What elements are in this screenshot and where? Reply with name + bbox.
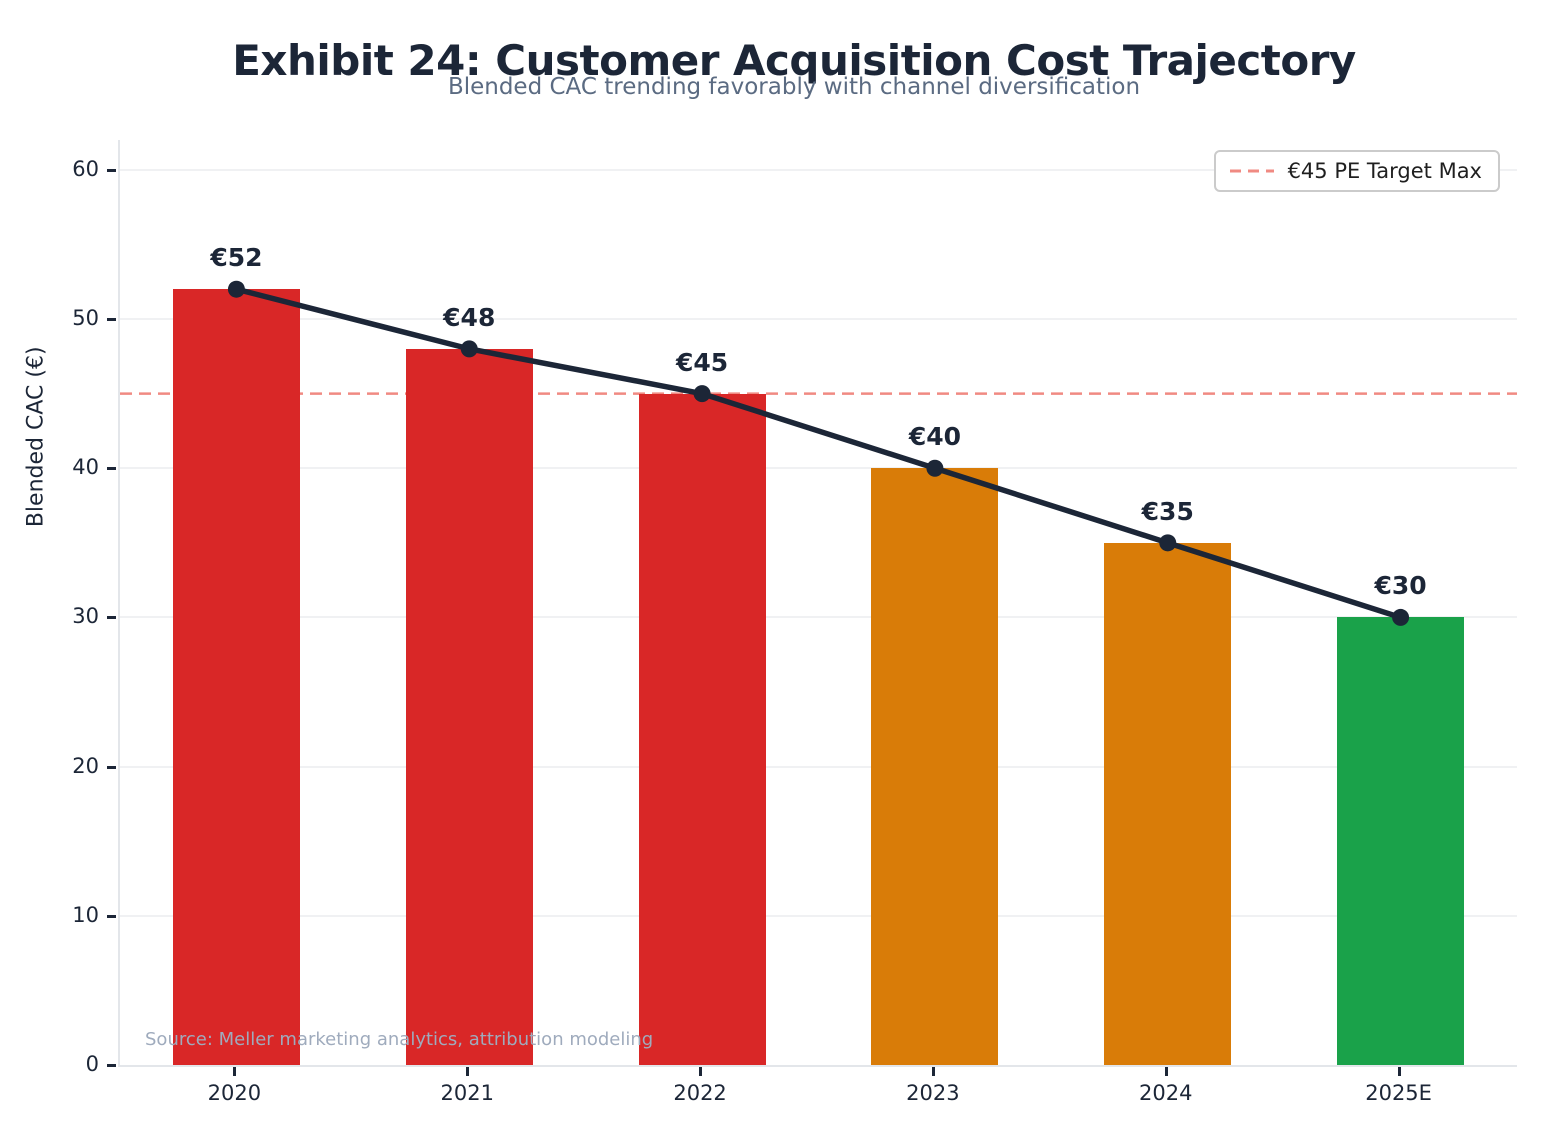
bar-2023 — [871, 468, 999, 1065]
x-tick-mark-2020 — [233, 1067, 237, 1076]
y-tick-label-10: 10 — [72, 902, 99, 927]
value-label-2023: €40 — [908, 422, 961, 452]
data-point-marker-2020 — [227, 280, 245, 298]
legend: €45 PE Target Max — [1213, 150, 1500, 192]
chart-subtitle: Blended CAC trending favorably with chan… — [447, 74, 1141, 100]
y-tick-label-30: 30 — [72, 604, 99, 629]
data-point-marker-2025E — [1392, 608, 1410, 626]
bar-2020 — [172, 289, 300, 1065]
value-label-2020: €52 — [210, 243, 263, 273]
data-point-marker-2023 — [926, 459, 944, 477]
x-tick-mark-2025E — [1397, 1067, 1401, 1076]
y-axis-label: Blended CAC (€) — [23, 346, 49, 528]
x-tick-label-2022: 2022 — [673, 1081, 727, 1105]
y-tick-mark-0 — [107, 1064, 116, 1067]
gridline-50 — [120, 318, 1517, 321]
x-tick-label-2024: 2024 — [1139, 1081, 1193, 1105]
gridline-20 — [120, 765, 1517, 768]
y-tick-mark-50 — [107, 318, 116, 322]
y-tick-mark-20 — [107, 765, 116, 769]
source-note: Source: Meller marketing analytics, attr… — [145, 1029, 654, 1050]
y-tick-label-0: 0 — [85, 1052, 99, 1076]
gridline-60 — [120, 168, 1517, 171]
x-tick-label-2023: 2023 — [906, 1081, 960, 1105]
value-label-2024: €35 — [1141, 496, 1194, 526]
x-tick-mark-2023 — [931, 1067, 935, 1076]
bar-2022 — [638, 393, 766, 1065]
plot-area: €52 €48 €45 €40 €35 €30 — [118, 140, 1517, 1067]
data-point-marker-2022 — [693, 385, 711, 403]
chart-title: Exhibit 24: Customer Acquisition Cost Tr… — [232, 36, 1356, 85]
x-tick-label-2020: 2020 — [207, 1081, 262, 1105]
data-point-marker-2021 — [460, 340, 478, 358]
value-label-2025E: €30 — [1374, 571, 1427, 601]
x-tick-label-2021: 2021 — [440, 1081, 494, 1105]
target-line-layer — [120, 392, 1517, 395]
x-tick-label-2025E: 2025E — [1365, 1081, 1432, 1105]
y-tick-label-40: 40 — [72, 455, 99, 480]
legend-label: €45 PE Target Max — [1287, 159, 1482, 183]
y-tick-mark-40 — [107, 467, 116, 471]
gridline-30 — [120, 616, 1517, 619]
gridline-10 — [120, 914, 1517, 917]
trend-line-layer — [227, 280, 1410, 626]
value-label-2022: €45 — [675, 347, 729, 377]
data-point-marker-2024 — [1159, 534, 1177, 552]
x-tick-mark-2021 — [466, 1067, 470, 1076]
y-tick-mark-10 — [107, 914, 116, 918]
gridline-40 — [120, 467, 1517, 470]
x-tick-mark-2022 — [699, 1067, 703, 1076]
dashed-line-icon — [1229, 169, 1274, 173]
y-tick-mark-60 — [107, 168, 116, 172]
trend-line — [235, 286, 1402, 621]
y-tick-label-20: 20 — [72, 753, 99, 778]
bar-2024 — [1104, 542, 1232, 1065]
bar-2025E — [1337, 617, 1465, 1065]
y-tick-mark-30 — [107, 616, 116, 620]
y-tick-label-50: 50 — [72, 306, 99, 331]
x-tick-mark-2024 — [1164, 1067, 1168, 1076]
bar-2021 — [405, 348, 533, 1065]
y-tick-label-60: 60 — [72, 156, 99, 181]
value-label-2021: €48 — [443, 302, 496, 332]
